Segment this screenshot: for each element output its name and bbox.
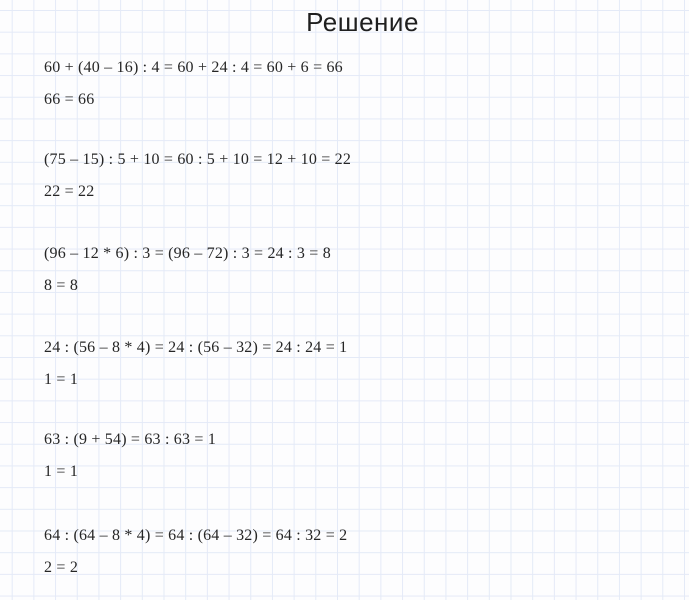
solution-block: 60 + (40 – 16) : 4 = 60 + 24 : 4 = 60 + … bbox=[44, 58, 669, 110]
page-title: Решение bbox=[306, 7, 419, 37]
check-line: 1 = 1 bbox=[44, 463, 79, 480]
equation-line: 60 + (40 – 16) : 4 = 60 + 24 : 4 = 60 + … bbox=[44, 59, 343, 76]
solution-block: (75 – 15) : 5 + 10 = 60 : 5 + 10 = 12 + … bbox=[44, 150, 669, 202]
check-line: 66 = 66 bbox=[44, 91, 95, 108]
check-line: 2 = 2 bbox=[44, 559, 79, 576]
equation-line: 64 : (64 – 8 * 4) = 64 : (64 – 32) = 64 … bbox=[44, 527, 348, 544]
equation-line: (96 – 12 * 6) : 3 = (96 – 72) : 3 = 24 :… bbox=[44, 245, 331, 262]
equation-line: 63 : (9 + 54) = 63 : 63 = 1 bbox=[44, 431, 217, 448]
check-line: 1 = 1 bbox=[44, 371, 79, 388]
check-line: 8 = 8 bbox=[44, 277, 79, 294]
equation-line: (75 – 15) : 5 + 10 = 60 : 5 + 10 = 12 + … bbox=[44, 151, 352, 168]
solution-block: 63 : (9 + 54) = 63 : 63 = 1 1 = 1 bbox=[44, 430, 669, 482]
solution-block: 64 : (64 – 8 * 4) = 64 : (64 – 32) = 64 … bbox=[44, 526, 669, 578]
check-line: 22 = 22 bbox=[44, 183, 95, 200]
equation-line: 24 : (56 – 8 * 4) = 24 : (56 – 32) = 24 … bbox=[44, 339, 348, 356]
solution-block: (96 – 12 * 6) : 3 = (96 – 72) : 3 = 24 :… bbox=[44, 244, 669, 296]
solution-block: 24 : (56 – 8 * 4) = 24 : (56 – 32) = 24 … bbox=[44, 338, 669, 390]
